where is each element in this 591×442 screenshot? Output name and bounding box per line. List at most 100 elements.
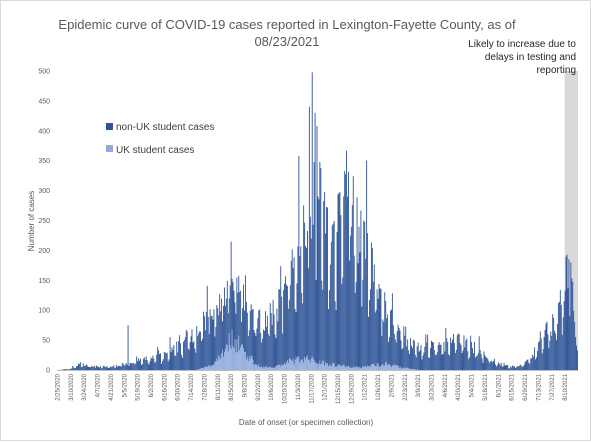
bar-uk-2020-10-15	[279, 365, 280, 370]
bar-non-uk-2021-07-06	[531, 358, 532, 370]
bar-uk-2020-09-07	[243, 348, 244, 370]
bar-uk-2020-12-13	[336, 367, 337, 370]
bar-non-uk-2020-09-13	[249, 330, 250, 356]
bar-non-uk-2021-07-19	[544, 337, 545, 370]
bar-non-uk-2020-05-20	[138, 358, 139, 370]
bar-non-uk-2021-08-15	[569, 316, 570, 370]
bar-non-uk-2021-04-23	[461, 345, 462, 370]
bar-uk-2020-09-22	[257, 367, 258, 370]
bar-non-uk-2020-04-09	[99, 367, 100, 370]
bar-non-uk-2020-11-14	[308, 268, 309, 359]
x-tick-2020-02-25: 2/25/2020	[56, 373, 62, 400]
bar-non-uk-2020-05-22	[140, 358, 141, 370]
bar-uk-2020-12-31	[353, 367, 354, 370]
y-axis-title: Number of cases	[27, 191, 36, 251]
bar-uk-2021-01-04	[357, 367, 358, 370]
bar-non-uk-2020-09-10	[246, 302, 247, 359]
bar-non-uk-2020-12-27	[349, 260, 350, 367]
bar-non-uk-2020-08-24	[230, 285, 231, 345]
bar-non-uk-2020-12-05	[328, 309, 329, 366]
bar-uk-2020-10-20	[284, 362, 285, 370]
bar-non-uk-2020-03-29	[88, 367, 89, 370]
bar-non-uk-2021-02-23	[404, 336, 405, 368]
bar-non-uk-2020-06-22	[170, 337, 171, 370]
x-tick-2021-04-06: 4/6/2021	[443, 373, 449, 397]
bar-non-uk-2020-07-04	[181, 355, 182, 370]
bar-uk-2020-10-29	[293, 359, 294, 370]
bar-non-uk-2020-04-30	[119, 366, 120, 370]
bar-non-uk-2021-03-10	[419, 352, 420, 370]
bar-uk-2020-08-06	[213, 365, 214, 370]
bar-non-uk-2020-06-06	[154, 363, 155, 370]
bar-uk-2020-08-25	[231, 349, 232, 370]
bar-uk-2020-07-31	[207, 367, 208, 370]
bar-non-uk-2020-12-31	[353, 176, 354, 367]
bar-non-uk-2021-07-08	[533, 357, 534, 370]
bar-uk-2021-02-08	[390, 365, 391, 370]
bar-uk-2020-10-11	[276, 366, 277, 370]
bar-uk-2020-12-19	[341, 366, 342, 370]
bar-non-uk-2020-07-22	[198, 334, 199, 370]
bar-uk-2021-02-16	[398, 366, 399, 370]
bar-non-uk-2021-07-26	[550, 332, 551, 370]
bar-uk-2021-02-05	[387, 365, 388, 370]
bar-uk-2020-12-09	[332, 363, 333, 370]
bar-non-uk-2020-10-17	[281, 297, 282, 365]
bar-uk-2020-09-09	[245, 352, 246, 370]
bar-non-uk-2021-03-31	[439, 342, 440, 370]
bar-uk-2020-08-10	[216, 358, 217, 370]
bar-non-uk-2020-03-24	[84, 366, 85, 370]
bar-non-uk-2020-09-27	[262, 339, 263, 369]
bar-non-uk-2021-01-23	[375, 312, 376, 366]
bar-non-uk-2020-11-21	[315, 113, 316, 363]
bar-non-uk-2021-01-03	[356, 282, 357, 366]
bar-non-uk-2020-09-03	[239, 292, 240, 350]
bar-non-uk-2020-06-18	[166, 353, 167, 370]
bar-uk-2021-01-14	[366, 367, 367, 370]
bar-non-uk-2021-03-13	[422, 360, 423, 370]
bar-non-uk-2020-12-21	[343, 196, 344, 364]
bar-non-uk-2021-06-06	[503, 367, 504, 370]
bar-uk-2020-11-08	[302, 359, 303, 370]
bar-uk-2020-11-07	[301, 360, 302, 370]
bar-non-uk-2020-12-10	[333, 224, 334, 364]
bar-uk-2020-11-10	[304, 357, 305, 370]
y-tick-500: 500	[38, 69, 50, 76]
bar-non-uk-2021-08-11	[566, 257, 567, 370]
bar-non-uk-2021-04-01	[440, 345, 441, 370]
bar-non-uk-2020-08-16	[222, 321, 223, 350]
bar-non-uk-2020-09-28	[263, 329, 264, 366]
bar-non-uk-2021-03-02	[411, 346, 412, 370]
x-tick-2020-07-14: 7/14/2020	[189, 373, 195, 400]
bar-non-uk-2021-03-21	[429, 358, 430, 370]
bar-uk-2020-09-24	[259, 367, 260, 370]
bar-non-uk-2021-08-21	[575, 337, 576, 370]
bar-uk-2020-12-10	[333, 364, 334, 370]
x-tick-2020-06-16: 6/16/2020	[162, 373, 168, 400]
y-tick-200: 200	[38, 248, 50, 255]
bar-uk-2021-03-02	[411, 369, 412, 370]
bar-non-uk-2021-03-19	[427, 335, 428, 370]
bar-uk-2020-12-29	[351, 368, 352, 370]
bar-non-uk-2020-06-17	[165, 353, 166, 370]
bar-non-uk-2021-05-03	[470, 336, 471, 370]
bar-non-uk-2021-05-01	[468, 359, 469, 370]
bar-non-uk-2020-03-22	[82, 367, 83, 370]
bar-non-uk-2020-06-14	[162, 361, 163, 370]
y-tick-300: 300	[38, 188, 50, 195]
x-tick-2021-05-18: 5/18/2021	[483, 373, 489, 400]
bar-non-uk-2020-08-27	[233, 282, 234, 346]
bar-non-uk-2020-06-15	[163, 359, 164, 370]
bar-non-uk-2020-05-11	[130, 363, 131, 370]
y-tick-400: 400	[38, 128, 50, 135]
bar-uk-2020-10-18	[282, 365, 283, 370]
y-tick-250: 250	[38, 218, 50, 225]
x-tick-2021-06-01: 6/1/2021	[496, 373, 502, 397]
bar-uk-2021-02-10	[392, 365, 393, 370]
bar-uk-2020-10-10	[275, 367, 276, 370]
bar-non-uk-2020-04-07	[97, 366, 98, 370]
bar-non-uk-2020-12-07	[330, 265, 331, 366]
bar-non-uk-2020-04-05	[95, 368, 96, 370]
bar-uk-2021-01-21	[373, 364, 374, 370]
bar-uk-2021-01-23	[375, 366, 376, 370]
